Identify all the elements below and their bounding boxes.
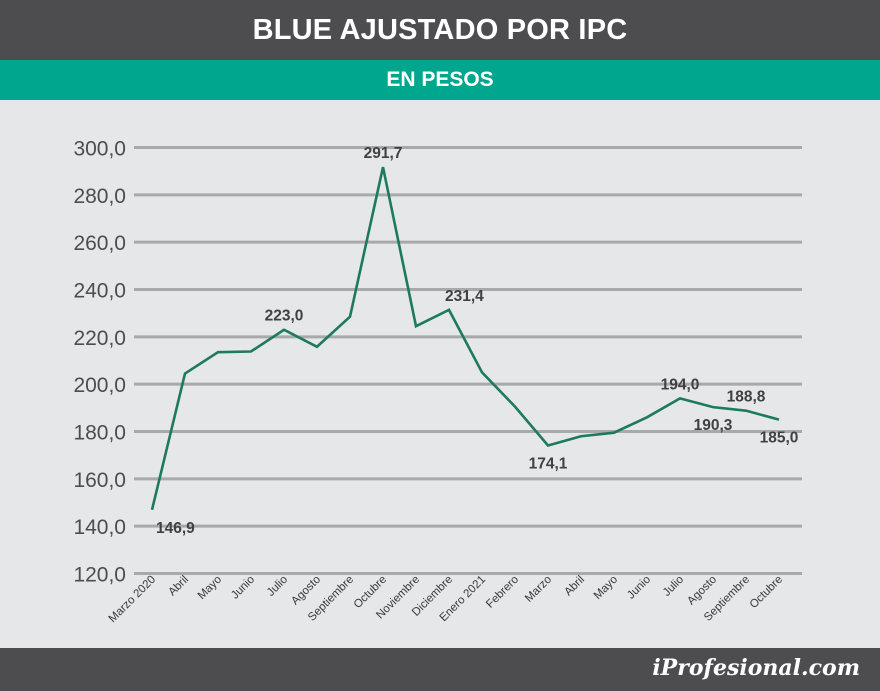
y-tick-label: 300,0	[73, 138, 126, 161]
x-tick-label: Julio	[661, 574, 686, 599]
chart-title: BLUE AJUSTADO POR IPC	[0, 0, 880, 60]
x-tick-label: Mayo	[196, 574, 224, 602]
data-label: 291,7	[364, 145, 403, 162]
y-tick-label: 240,0	[73, 280, 126, 303]
series-line	[150, 166, 780, 511]
data-label: 188,8	[727, 389, 766, 406]
x-tick-label: Abril	[166, 574, 191, 599]
data-label: 185,0	[760, 430, 799, 447]
line-chart: 120,0 140,0 160,0 180,0 200,0 220,0 240,0 260,0…	[73, 138, 802, 625]
data-label: 146,9	[156, 520, 195, 537]
y-tick-label: 160,0	[73, 469, 126, 492]
y-tick-label: 180,0	[73, 422, 126, 445]
x-tick-label: Julio	[265, 574, 290, 599]
data-label: 223,0	[265, 308, 304, 325]
x-tick-label: Abril	[562, 574, 587, 599]
brand-logo: iProfesional.com	[652, 655, 860, 681]
chart-area: 120,0 140,0 160,0 180,0 200,0 220,0 240,0 260,0…	[0, 100, 880, 648]
y-tick-label: 280,0	[73, 185, 126, 208]
x-tick-label: Mayo	[592, 574, 620, 602]
data-label: 190,3	[694, 417, 733, 434]
y-tick-label: 120,0	[73, 564, 126, 587]
chart-subtitle: EN PESOS	[0, 60, 880, 100]
x-tick-label: Octubre	[748, 574, 785, 611]
x-tick-label: Junio	[229, 574, 257, 602]
data-label: 231,4	[445, 288, 484, 305]
y-tick-label: 220,0	[73, 327, 126, 350]
data-label: 174,1	[529, 455, 568, 472]
x-tick-label: Febrero	[484, 574, 521, 611]
x-tick-label: Marzo	[523, 574, 554, 605]
y-tick-label: 260,0	[73, 232, 126, 255]
y-tick-label: 200,0	[73, 374, 126, 397]
x-tick-label: Junio	[625, 574, 653, 602]
data-label: 194,0	[661, 376, 700, 393]
y-tick-label: 140,0	[73, 516, 126, 539]
footer: iProfesional.com	[0, 648, 880, 691]
